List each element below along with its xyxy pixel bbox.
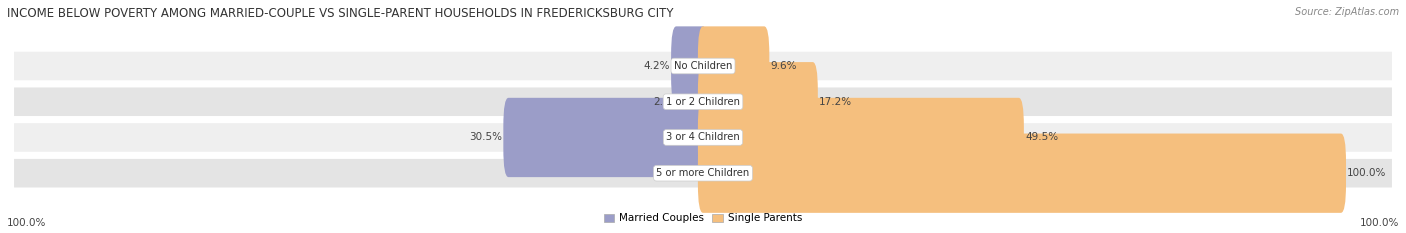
Text: 100.0%: 100.0% (1360, 218, 1399, 228)
FancyBboxPatch shape (697, 134, 1346, 213)
Legend: Married Couples, Single Parents: Married Couples, Single Parents (602, 211, 804, 226)
FancyBboxPatch shape (697, 98, 1024, 177)
Text: 17.2%: 17.2% (820, 97, 852, 107)
Text: INCOME BELOW POVERTY AMONG MARRIED-COUPLE VS SINGLE-PARENT HOUSEHOLDS IN FREDERI: INCOME BELOW POVERTY AMONG MARRIED-COUPL… (7, 7, 673, 20)
Text: 49.5%: 49.5% (1025, 133, 1059, 142)
FancyBboxPatch shape (503, 98, 709, 177)
Text: 0.0%: 0.0% (671, 168, 696, 178)
Text: 1 or 2 Children: 1 or 2 Children (666, 97, 740, 107)
Text: Source: ZipAtlas.com: Source: ZipAtlas.com (1295, 7, 1399, 17)
FancyBboxPatch shape (14, 52, 1392, 80)
Text: 4.2%: 4.2% (644, 61, 669, 71)
FancyBboxPatch shape (14, 87, 1392, 116)
FancyBboxPatch shape (14, 159, 1392, 188)
Text: 100.0%: 100.0% (7, 218, 46, 228)
Text: 2.6%: 2.6% (654, 97, 681, 107)
Text: 3 or 4 Children: 3 or 4 Children (666, 133, 740, 142)
Text: 30.5%: 30.5% (470, 133, 502, 142)
FancyBboxPatch shape (682, 62, 709, 141)
Text: 5 or more Children: 5 or more Children (657, 168, 749, 178)
FancyBboxPatch shape (671, 26, 709, 106)
FancyBboxPatch shape (697, 26, 769, 106)
FancyBboxPatch shape (14, 123, 1392, 152)
Text: 9.6%: 9.6% (770, 61, 797, 71)
FancyBboxPatch shape (697, 62, 818, 141)
Text: No Children: No Children (673, 61, 733, 71)
Text: 100.0%: 100.0% (1347, 168, 1386, 178)
